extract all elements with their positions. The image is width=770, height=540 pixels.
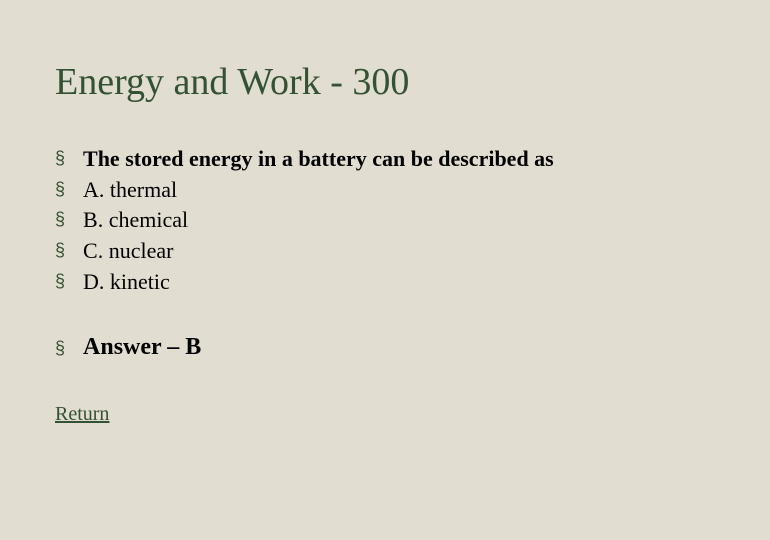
- option-text: D. kinetic: [83, 267, 170, 297]
- answer-text: Answer – B: [83, 334, 201, 361]
- bullet-icon: §: [55, 205, 65, 231]
- option-text: A. thermal: [83, 175, 177, 205]
- bullet-icon: §: [55, 175, 65, 201]
- answer-row: § Answer – B: [55, 334, 715, 361]
- bullet-icon: §: [55, 334, 65, 359]
- return-link-container: Return: [55, 403, 715, 426]
- list-item: § B. chemical: [55, 205, 715, 235]
- list-item: § A. thermal: [55, 175, 715, 205]
- list-item: § The stored energy in a battery can be …: [55, 144, 715, 174]
- bullet-icon: §: [55, 144, 65, 170]
- question-list: § The stored energy in a battery can be …: [55, 144, 715, 296]
- return-link[interactable]: Return: [55, 403, 109, 425]
- option-text: B. chemical: [83, 205, 188, 235]
- list-item: § D. kinetic: [55, 267, 715, 297]
- option-text: C. nuclear: [83, 236, 173, 266]
- slide-container: Energy and Work - 300 § The stored energ…: [0, 0, 770, 426]
- slide-title: Energy and Work - 300: [55, 60, 715, 104]
- bullet-icon: §: [55, 267, 65, 293]
- list-item: § C. nuclear: [55, 236, 715, 266]
- bullet-icon: §: [55, 236, 65, 262]
- question-text: The stored energy in a battery can be de…: [83, 144, 554, 174]
